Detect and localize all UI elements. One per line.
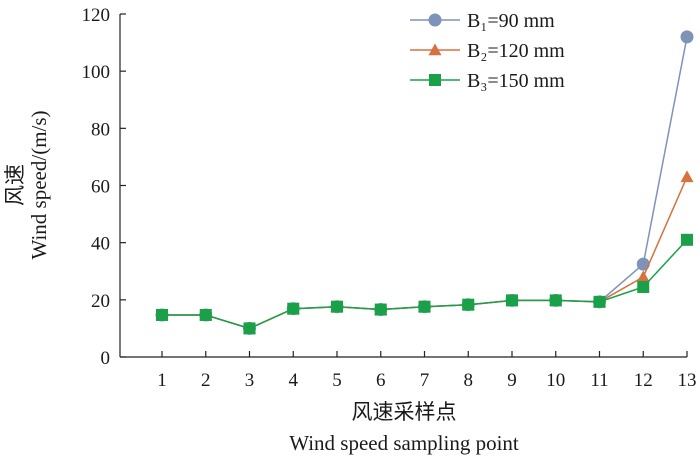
x-tick-label: 6 (376, 370, 386, 391)
y-tick-label: 40 (91, 234, 110, 255)
series-1 (155, 30, 694, 335)
x-tick-label: 5 (332, 370, 342, 391)
x-tick-label: 1 (157, 370, 167, 391)
x-tick-label: 4 (289, 370, 299, 391)
legend-item-2: B₂=120 mm (410, 40, 565, 62)
legend-marker (428, 43, 442, 56)
x-tick-label: 2 (201, 370, 211, 391)
y-tick-label: 100 (82, 62, 111, 83)
legend-label: B₃=150 mm (467, 70, 565, 92)
y-tick-label: 120 (82, 5, 111, 26)
x-tick-label: 7 (420, 370, 430, 391)
data-point (462, 298, 475, 311)
data-point (331, 300, 343, 313)
y-axis-title-cn: 风速 (3, 164, 27, 206)
legend-label: B₂=120 mm (467, 40, 565, 62)
x-tick-label: 8 (464, 370, 474, 391)
data-point (680, 170, 694, 183)
legend-marker (429, 74, 441, 86)
data-point (636, 270, 650, 283)
data-point (156, 308, 168, 321)
x-tick-label: 11 (590, 370, 608, 391)
data-point (199, 308, 212, 321)
legend-item-1: B₁=90 mm (410, 10, 555, 32)
data-point (680, 30, 694, 44)
x-tick-label: 10 (546, 370, 565, 391)
series-line (162, 239, 688, 330)
series-layer (155, 30, 694, 335)
y-axis-title-en: Wind speed/(m/s) (27, 110, 51, 259)
x-tick-label: 9 (507, 370, 517, 391)
y-tick-label: 60 (91, 177, 110, 198)
x-tick-label: 12 (634, 370, 653, 391)
data-point (243, 322, 256, 335)
x-tick-label: 3 (245, 370, 255, 391)
data-point (418, 300, 431, 313)
y-tick-label: 80 (91, 119, 110, 140)
y-tick-label: 0 (101, 348, 111, 369)
x-axis-title-cn: 风速采样点 (352, 400, 457, 424)
y-tick-label: 20 (91, 291, 110, 312)
data-point (637, 280, 650, 293)
legend-marker (428, 13, 442, 27)
data-point (374, 303, 387, 316)
data-point (506, 294, 518, 307)
x-axis-title-en: Wind speed sampling point (289, 431, 519, 455)
data-point (593, 295, 606, 308)
legend-item-3: B₃=150 mm (410, 70, 565, 92)
x-tick-label: 13 (678, 370, 697, 391)
data-point (287, 302, 300, 315)
data-point (681, 233, 693, 246)
legend-label: B₁=90 mm (467, 10, 555, 32)
data-point (549, 294, 562, 307)
legend: B₁=90 mm B₂=120 mm B₃=150 mm (410, 10, 565, 92)
series-3 (156, 233, 693, 335)
